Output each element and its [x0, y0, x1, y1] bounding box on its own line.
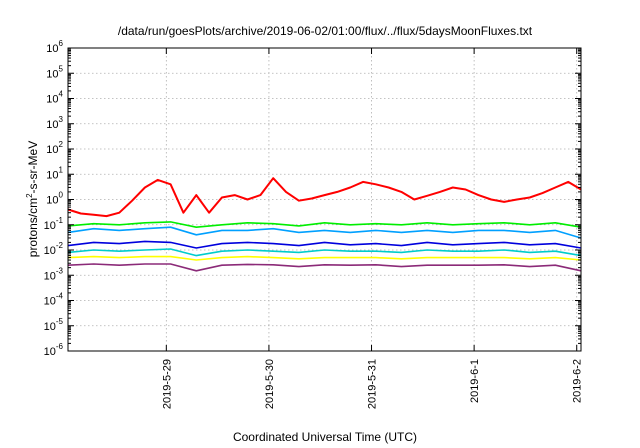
- y-tick-base: 10: [44, 346, 56, 358]
- y-tick-label: 10-4: [44, 292, 64, 308]
- y-tick-base: 10: [46, 119, 58, 131]
- x-tick-label: 2019-5-31: [367, 359, 379, 409]
- axis-ticks: [68, 47, 581, 352]
- series-line-7: [67, 263, 582, 272]
- series-lines: [67, 177, 582, 272]
- x-tick-label: 2019-5-30: [264, 359, 276, 409]
- series-line-1: [67, 177, 582, 218]
- y-tick-exponent: 4: [59, 90, 64, 99]
- y-tick-label: 10-3: [44, 266, 64, 282]
- y-tick-base: 10: [44, 270, 56, 282]
- y-tick-exponent: 1: [59, 165, 64, 174]
- series-line-5: [67, 248, 582, 257]
- y-tick-exponent: -5: [56, 317, 64, 326]
- y-tick-exponent: 0: [59, 191, 64, 200]
- y-tick-base: 10: [44, 220, 56, 232]
- y-axis-label-suffix: -s-sr-MeV: [26, 141, 40, 194]
- y-tick-exponent: -6: [56, 342, 64, 351]
- y-tick-label: 104: [46, 90, 63, 106]
- y-tick-labels: 10610510410310210110010-110-210-310-410-…: [44, 39, 64, 358]
- y-tick-base: 10: [46, 169, 58, 181]
- x-tick-label: 2019-5-29: [161, 359, 173, 409]
- y-tick-exponent: -2: [56, 241, 64, 250]
- y-tick-label: 10-6: [44, 342, 64, 358]
- y-tick-exponent: 3: [59, 115, 64, 124]
- series-line-3: [67, 226, 582, 239]
- series-line-6: [67, 255, 582, 261]
- y-axis-label: protons/cm2-s-sr-MeV: [25, 141, 40, 257]
- x-tick-label: 2019-6-1: [469, 359, 481, 403]
- y-tick-exponent: -4: [56, 292, 64, 301]
- y-tick-label: 10-5: [44, 317, 64, 333]
- x-tick-label: 2019-6-2: [572, 359, 584, 403]
- y-tick-label: 101: [46, 165, 63, 181]
- y-tick-base: 10: [46, 195, 58, 207]
- y-tick-label: 100: [46, 191, 63, 207]
- y-tick-base: 10: [46, 144, 58, 156]
- series-line-2: [67, 221, 582, 228]
- chart-title: /data/run/goesPlots/archive/2019-06-02/0…: [118, 24, 533, 38]
- y-tick-base: 10: [44, 321, 56, 333]
- x-axis-label: Coordinated Universal Time (UTC): [233, 430, 417, 444]
- y-tick-label: 10-2: [44, 241, 64, 257]
- y-tick-base: 10: [44, 245, 56, 257]
- y-tick-exponent: 5: [59, 64, 64, 73]
- y-tick-label: 102: [46, 140, 63, 156]
- grid-lines: [68, 48, 581, 351]
- y-tick-exponent: 2: [59, 140, 64, 149]
- x-tick-labels: 2019-5-29 2019-5-30 2019-5-31 2019-6-1 2019-…: [161, 359, 583, 409]
- y-tick-exponent: 6: [59, 39, 64, 48]
- y-tick-exponent: -3: [56, 266, 64, 275]
- y-axis-label-superscript: 2: [25, 193, 34, 198]
- y-tick-base: 10: [46, 68, 58, 80]
- y-tick-label: 10-1: [44, 216, 64, 232]
- series-line-4: [67, 240, 582, 249]
- y-tick-base: 10: [46, 43, 58, 55]
- y-tick-label: 103: [46, 115, 63, 131]
- y-axis-label-prefix: protons/cm: [26, 198, 40, 257]
- y-tick-base: 10: [46, 94, 58, 106]
- y-tick-label: 105: [46, 64, 63, 80]
- y-tick-exponent: -1: [56, 216, 64, 225]
- y-tick-base: 10: [44, 296, 56, 308]
- y-tick-label: 106: [46, 39, 63, 55]
